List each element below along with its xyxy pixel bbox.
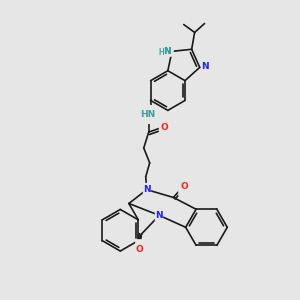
Text: N: N [163,47,171,56]
Text: O: O [136,245,143,254]
Text: N: N [155,211,163,220]
Text: H: H [158,48,164,57]
Text: H: H [158,48,164,57]
Text: HN: HN [140,110,155,119]
Text: N: N [143,185,151,194]
Text: N: N [163,47,171,56]
Text: N: N [201,62,208,71]
Text: O: O [180,182,188,191]
Text: O: O [161,123,168,132]
